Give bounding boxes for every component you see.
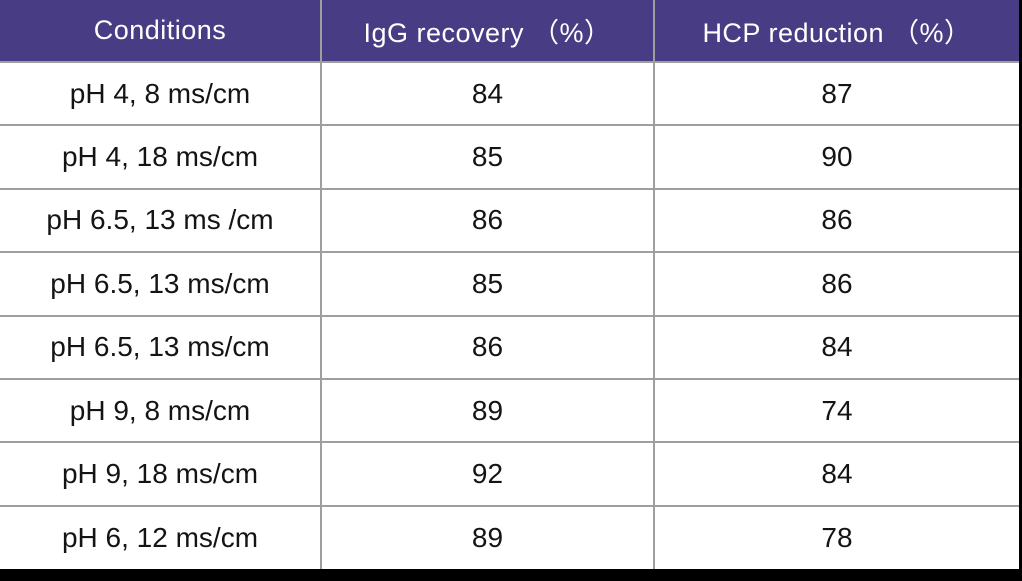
results-table: Conditions IgG recovery （%） HCP reductio… bbox=[0, 0, 1019, 569]
table-row: pH 6.5, 13 ms/cm 86 84 bbox=[0, 314, 1019, 380]
table-row: pH 9, 8 ms/cm 89 74 bbox=[0, 377, 1019, 444]
igg-recovery-cell: 85 bbox=[320, 124, 655, 190]
hcp-reduction-cell: 87 bbox=[653, 60, 1019, 127]
condition-cell: pH 6.5, 13 ms/cm bbox=[0, 314, 322, 380]
column-header-hcp-reduction: HCP reduction （%） bbox=[653, 0, 1019, 63]
igg-recovery-cell: 86 bbox=[320, 187, 655, 254]
condition-cell: pH 4, 18 ms/cm bbox=[0, 124, 322, 190]
condition-cell: pH 9, 8 ms/cm bbox=[0, 377, 322, 444]
igg-recovery-cell: 89 bbox=[320, 504, 655, 569]
hcp-reduction-cell: 84 bbox=[653, 314, 1019, 380]
igg-recovery-cell: 85 bbox=[320, 251, 655, 317]
table-row: pH 9, 18 ms/cm 92 84 bbox=[0, 441, 1019, 507]
hcp-reduction-cell: 90 bbox=[653, 124, 1019, 190]
header-row: Conditions IgG recovery （%） HCP reductio… bbox=[0, 0, 1019, 63]
table-row: pH 4, 18 ms/cm 85 90 bbox=[0, 124, 1019, 190]
hcp-reduction-cell: 74 bbox=[653, 377, 1019, 444]
table-row: pH 4, 8 ms/cm 84 87 bbox=[0, 60, 1019, 127]
condition-cell: pH 6, 12 ms/cm bbox=[0, 504, 322, 569]
igg-recovery-cell: 92 bbox=[320, 441, 655, 507]
condition-cell: pH 6.5, 13 ms/cm bbox=[0, 251, 322, 317]
table-row: pH 6.5, 13 ms/cm 85 86 bbox=[0, 251, 1019, 317]
column-header-conditions: Conditions bbox=[0, 0, 322, 63]
column-header-igg-recovery: IgG recovery （%） bbox=[320, 0, 655, 63]
hcp-reduction-cell: 78 bbox=[653, 504, 1019, 569]
hcp-reduction-cell: 84 bbox=[653, 441, 1019, 507]
igg-recovery-cell: 84 bbox=[320, 60, 655, 127]
hcp-reduction-cell: 86 bbox=[653, 187, 1019, 254]
condition-cell: pH 9, 18 ms/cm bbox=[0, 441, 322, 507]
igg-recovery-cell: 89 bbox=[320, 377, 655, 444]
hcp-reduction-cell: 86 bbox=[653, 251, 1019, 317]
igg-recovery-cell: 86 bbox=[320, 314, 655, 380]
condition-cell: pH 4, 8 ms/cm bbox=[0, 60, 322, 127]
table-row: pH 6.5, 13 ms /cm 86 86 bbox=[0, 187, 1019, 254]
table-row: pH 6, 12 ms/cm 89 78 bbox=[0, 504, 1019, 569]
condition-cell: pH 6.5, 13 ms /cm bbox=[0, 187, 322, 254]
